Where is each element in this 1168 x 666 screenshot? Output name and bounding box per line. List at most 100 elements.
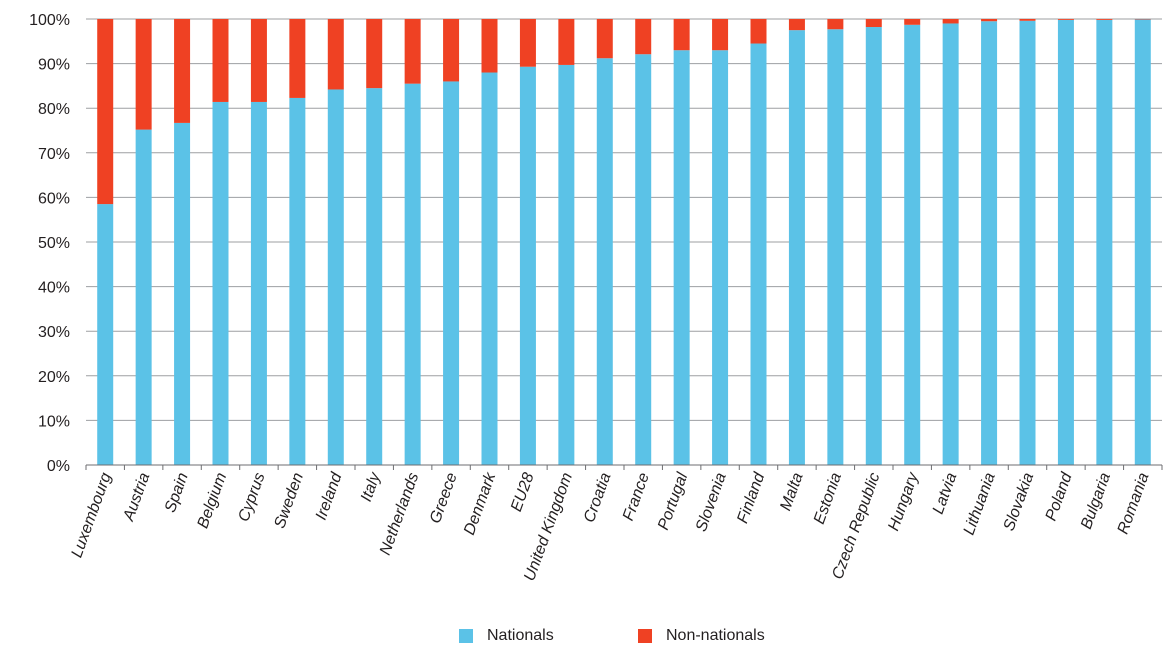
- bar-nationals: [596, 58, 613, 466]
- y-tick-label: 100%: [29, 12, 70, 29]
- bar-nationals: [404, 83, 421, 466]
- legend-item-nationals: Nationals: [459, 627, 554, 645]
- legend-swatch-nationals: [459, 629, 473, 643]
- bar-nationals: [97, 204, 114, 465]
- y-tick-label: 80%: [38, 101, 70, 118]
- bar-non-nationals: [865, 19, 882, 28]
- bar-nationals: [366, 88, 383, 465]
- bar-non-nationals: [97, 19, 114, 205]
- bar-nationals: [1019, 20, 1036, 466]
- x-category-label: Slovakia: [1001, 470, 1038, 533]
- x-category-label: Italy: [358, 470, 384, 504]
- x-category-label: Croatia: [581, 470, 615, 524]
- stacked-bar-chart: 0% 10% 20% 30% 40% 50% 60% 70% 80% 90% 100% Luxemb…: [29, 12, 1163, 583]
- x-category-label: EU28: [508, 470, 538, 514]
- bar-non-nationals: [519, 19, 536, 67]
- x-category-label: Lithuania: [961, 470, 999, 537]
- bar-nationals: [212, 101, 229, 466]
- x-category-label: Hungary: [885, 470, 922, 534]
- bar-non-nationals: [289, 19, 306, 98]
- x-axis: Luxembourg Austria Spain Belgium Cyprus Swede…: [69, 464, 1163, 583]
- bar-nationals: [1134, 19, 1151, 466]
- bar-nationals: [750, 43, 767, 465]
- bar-non-nationals: [481, 19, 498, 73]
- x-category-label: Netherlands: [377, 471, 422, 558]
- bars: [97, 19, 1151, 466]
- bar-non-nationals: [1019, 19, 1036, 21]
- bar-non-nationals: [135, 19, 152, 130]
- bar-non-nationals: [981, 19, 998, 22]
- x-category-label: Denmark: [461, 470, 500, 538]
- y-tick-label: 90%: [38, 57, 70, 74]
- x-category-label: Greece: [427, 470, 461, 525]
- bar-non-nationals: [904, 19, 921, 25]
- bar-non-nationals: [1096, 19, 1113, 20]
- bar-non-nationals: [443, 19, 460, 82]
- y-tick-label: 30%: [38, 324, 70, 341]
- bar-nationals: [135, 129, 152, 465]
- bar-nationals: [827, 29, 844, 466]
- y-tick-label: 20%: [38, 369, 70, 386]
- x-category-label: France: [620, 470, 653, 523]
- bar-non-nationals: [673, 19, 690, 51]
- bar-nationals: [981, 21, 998, 465]
- bar-non-nationals: [327, 19, 344, 90]
- y-tick-label: 10%: [38, 413, 70, 430]
- bar-nationals: [904, 24, 921, 465]
- bar-non-nationals: [635, 19, 652, 55]
- bar-nationals: [558, 64, 575, 466]
- x-category-label: Slovenia: [693, 470, 730, 534]
- bar-nationals: [788, 30, 805, 466]
- legend-label-non-nationals: Non-nationals: [666, 627, 765, 644]
- bar-nationals: [1057, 19, 1074, 466]
- bar-non-nationals: [596, 19, 613, 59]
- bar-non-nationals: [174, 19, 191, 123]
- bar-non-nationals: [942, 19, 959, 24]
- x-category-label: Austria: [120, 470, 153, 524]
- bar-non-nationals: [1057, 19, 1074, 20]
- bar-nationals: [481, 72, 498, 466]
- x-category-label: Finland: [734, 470, 768, 526]
- legend-swatch-non-nationals: [638, 629, 652, 643]
- legend-item-non-nationals: Non-nationals: [638, 627, 765, 645]
- x-category-label: Spain: [162, 470, 192, 514]
- bar-nationals: [289, 97, 306, 465]
- bar-non-nationals: [827, 19, 844, 30]
- x-category-label: Malta: [777, 470, 806, 513]
- bar-nationals: [942, 23, 959, 466]
- x-category-label: Bulgaria: [1078, 470, 1114, 531]
- bar-nationals: [635, 54, 652, 465]
- x-category-label: Portugal: [655, 470, 692, 532]
- x-category-label: Ireland: [313, 470, 346, 523]
- bar-nationals: [174, 122, 191, 465]
- bar-non-nationals: [750, 19, 767, 44]
- y-tick-label: 70%: [38, 146, 70, 163]
- gridlines: [86, 18, 1162, 421]
- bar-nationals: [443, 81, 460, 465]
- x-category-label: Belgium: [195, 471, 231, 531]
- y-tick-label: 50%: [38, 235, 70, 252]
- bar-nationals: [712, 50, 729, 465]
- bar-non-nationals: [558, 19, 575, 65]
- bar-non-nationals: [788, 19, 805, 31]
- x-category-label: Sweden: [271, 470, 307, 530]
- bar-nationals: [250, 101, 267, 466]
- bar-non-nationals: [212, 19, 229, 102]
- legend-label-nationals: Nationals: [487, 627, 554, 644]
- y-axis: 0% 10% 20% 30% 40% 50% 60% 70% 80% 90% 100%: [29, 12, 70, 475]
- bar-non-nationals: [712, 19, 729, 51]
- y-tick-label: 40%: [38, 280, 70, 297]
- x-category-label: Poland: [1043, 470, 1076, 524]
- x-category-label: Latvia: [930, 470, 961, 516]
- bar-nationals: [865, 27, 882, 465]
- bar-nationals: [673, 50, 690, 465]
- x-category-label: Luxembourg: [69, 470, 115, 559]
- bar-non-nationals: [250, 19, 267, 102]
- bar-nationals: [1096, 19, 1113, 466]
- bar-non-nationals: [404, 19, 421, 84]
- bar-nationals: [519, 66, 536, 466]
- x-category-label: Romania: [1115, 470, 1153, 536]
- legend: Nationals Non-nationals: [0, 627, 1168, 657]
- x-category-label: Cyprus: [235, 471, 268, 524]
- y-tick-label: 0%: [47, 458, 70, 475]
